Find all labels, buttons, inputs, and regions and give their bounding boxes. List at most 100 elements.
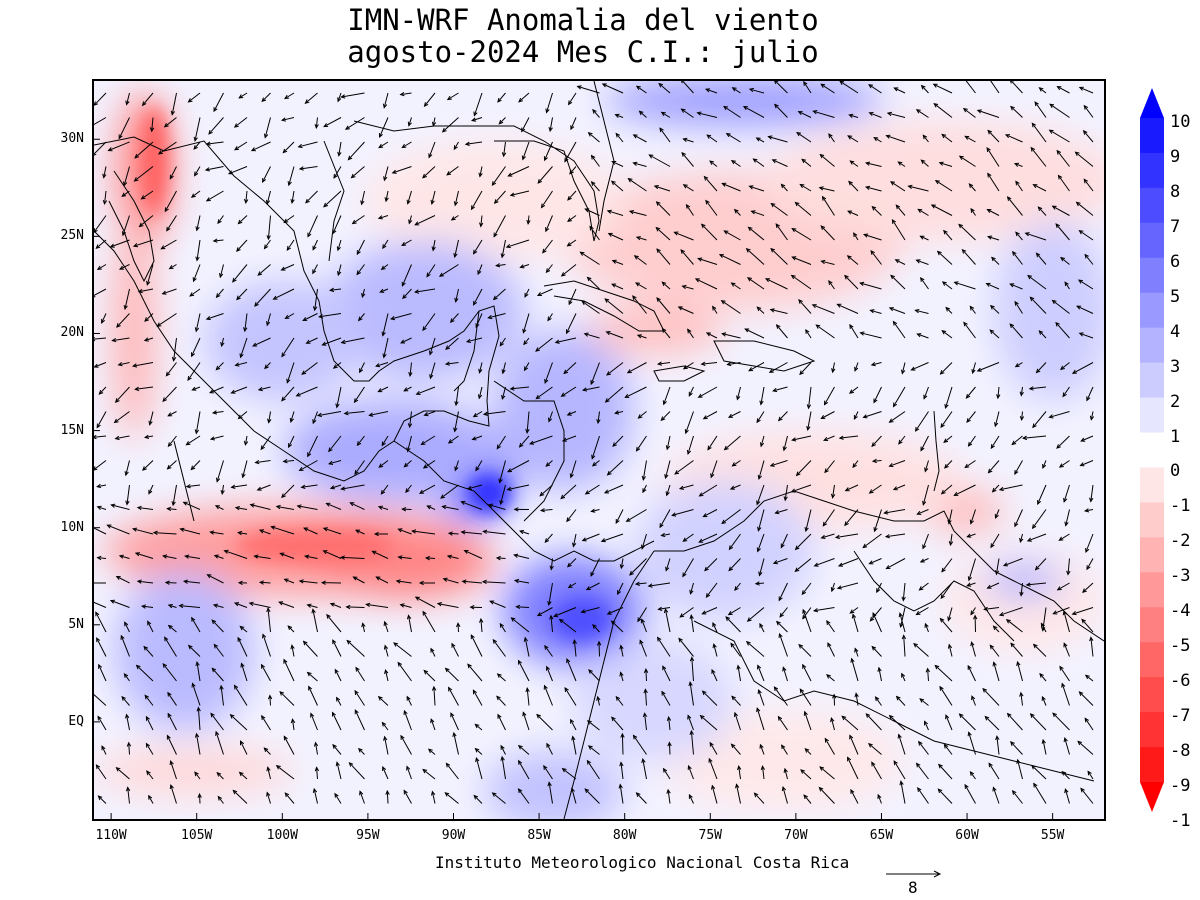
wind-vector-head bbox=[619, 644, 624, 650]
wind-vector bbox=[611, 283, 624, 290]
wind-vector bbox=[989, 644, 1000, 657]
wind-vector-head bbox=[985, 282, 991, 287]
wind-vector bbox=[1063, 611, 1070, 633]
wind-vector-head bbox=[243, 198, 249, 205]
wind-vector-head bbox=[163, 122, 169, 128]
wind-vector-head bbox=[95, 611, 100, 617]
wind-vector-head bbox=[759, 743, 764, 749]
wind-vector-head bbox=[689, 614, 694, 620]
wind-vector-head bbox=[728, 566, 734, 572]
wind-vector bbox=[535, 337, 553, 352]
wind-vector bbox=[332, 215, 342, 234]
wind-vector bbox=[422, 611, 436, 633]
wind-vector-head bbox=[865, 185, 871, 190]
wind-vector-head bbox=[844, 487, 850, 492]
wind-vector-head bbox=[227, 170, 234, 175]
wind-vector-head bbox=[705, 88, 711, 93]
wind-vector-head bbox=[660, 111, 666, 117]
wind-vector bbox=[890, 181, 906, 192]
wind-vector-head bbox=[216, 477, 221, 483]
wind-vector bbox=[903, 635, 906, 657]
wind-vector bbox=[231, 484, 248, 488]
wind-vector-head bbox=[252, 342, 258, 347]
wind-vector bbox=[328, 460, 342, 465]
wind-vector bbox=[796, 132, 812, 143]
wind-vector-head bbox=[967, 664, 972, 670]
wind-vector bbox=[431, 791, 436, 804]
wind-vector-head bbox=[986, 208, 992, 213]
wind-vector bbox=[184, 580, 201, 584]
wind-vector bbox=[280, 552, 295, 559]
wind-vector bbox=[709, 160, 718, 167]
wind-vector bbox=[582, 533, 600, 542]
colorbar-min-triangle bbox=[1140, 782, 1164, 812]
wind-vector-head bbox=[1009, 283, 1015, 288]
wind-vector bbox=[658, 607, 671, 610]
wind-vector bbox=[970, 208, 976, 216]
wind-vector bbox=[633, 134, 647, 143]
wind-vector bbox=[1085, 533, 1094, 553]
wind-vector-head bbox=[170, 110, 175, 116]
wind-vector bbox=[1049, 129, 1070, 143]
wind-vector-head bbox=[1006, 196, 1012, 202]
wind-vector-head bbox=[898, 612, 903, 618]
wind-vector-head bbox=[138, 222, 144, 228]
wind-vector-head bbox=[656, 636, 662, 642]
wind-vector-head bbox=[298, 579, 304, 584]
wind-vector-head bbox=[970, 610, 975, 616]
wind-vector-head bbox=[134, 552, 140, 557]
lat-label: 30N bbox=[60, 131, 84, 147]
wind-vector bbox=[170, 760, 177, 780]
wind-vector-head bbox=[700, 361, 706, 366]
wind-vector bbox=[826, 620, 835, 633]
wind-vector-head bbox=[454, 466, 459, 472]
wind-vector bbox=[987, 236, 1000, 241]
wind-vector-head bbox=[414, 596, 420, 601]
wind-vector bbox=[211, 667, 224, 682]
wind-vector-head bbox=[1056, 586, 1062, 591]
wind-vector-head bbox=[469, 605, 475, 610]
wind-vector-head bbox=[711, 668, 716, 674]
wind-vector bbox=[734, 582, 741, 591]
wind-vector bbox=[773, 558, 788, 564]
wind-vector-head bbox=[233, 684, 239, 690]
wind-vector-head bbox=[1029, 713, 1035, 718]
wind-vector-head bbox=[212, 238, 218, 243]
wind-vector bbox=[590, 558, 600, 577]
colorbar-label: 2 bbox=[1170, 391, 1181, 412]
wind-vector-head bbox=[998, 486, 1004, 492]
wind-vector bbox=[234, 117, 248, 128]
wind-vector-head bbox=[846, 255, 852, 260]
wind-vector bbox=[126, 484, 130, 505]
wind-vector-head bbox=[258, 529, 265, 534]
wind-vector-head bbox=[725, 616, 730, 621]
wind-vector-head bbox=[399, 603, 405, 608]
wind-vector bbox=[510, 190, 530, 196]
wind-vector bbox=[146, 770, 154, 780]
wind-vector bbox=[290, 411, 295, 423]
wind-vector-head bbox=[332, 711, 336, 717]
wind-vector bbox=[889, 411, 906, 423]
wind-vector-head bbox=[734, 586, 739, 591]
wind-vector-head bbox=[132, 243, 139, 248]
wind-vector-head bbox=[697, 393, 703, 398]
wind-vector-head bbox=[639, 639, 644, 645]
wind-vector bbox=[234, 685, 248, 706]
wind-vector bbox=[567, 215, 577, 222]
wind-vector bbox=[754, 792, 765, 804]
wind-vector-head bbox=[687, 328, 692, 334]
wind-vector-head bbox=[381, 441, 386, 447]
wind-vector bbox=[567, 239, 577, 247]
wind-vector-head bbox=[603, 489, 610, 494]
wind-vector-head bbox=[1089, 497, 1094, 503]
wind-vector-head bbox=[723, 105, 729, 111]
wind-vector-head bbox=[312, 269, 317, 275]
wind-vector-head bbox=[934, 179, 940, 185]
wind-vector-head bbox=[102, 199, 108, 206]
wind-vector bbox=[450, 313, 459, 323]
wind-vector bbox=[422, 313, 436, 331]
lon-label: 70W bbox=[784, 828, 808, 843]
wind-vector-head bbox=[914, 426, 920, 432]
wind-vector-head bbox=[114, 435, 120, 441]
wind-vector bbox=[546, 743, 553, 755]
